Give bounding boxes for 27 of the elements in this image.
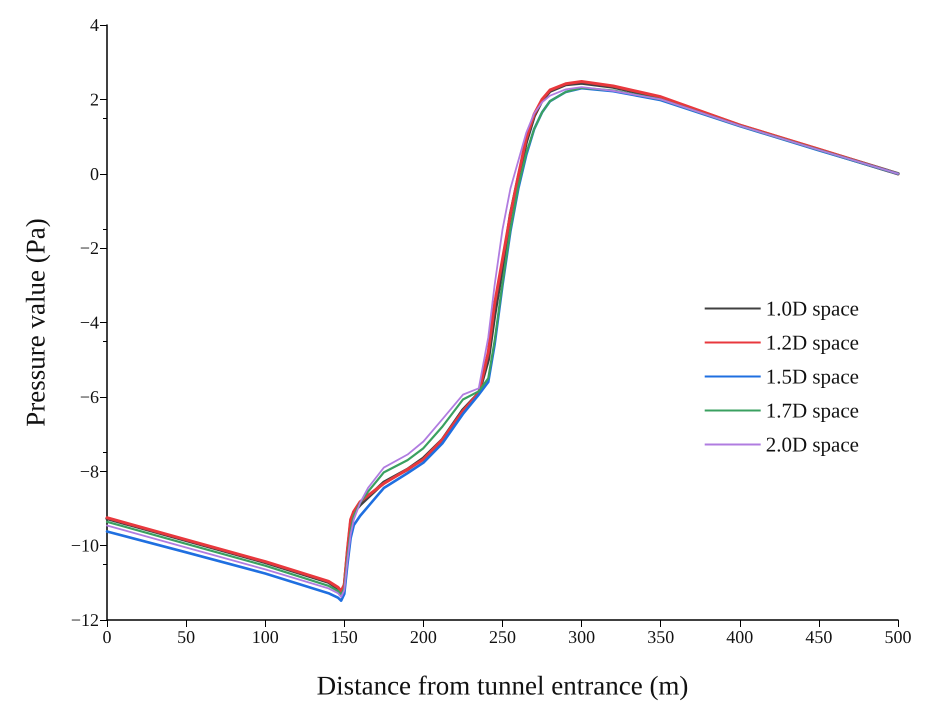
legend-label: 2.0D space xyxy=(766,432,860,456)
x-tick-label: 250 xyxy=(489,627,516,647)
y-tick-label: 4 xyxy=(90,15,99,35)
legend-label: 1.0D space xyxy=(766,296,860,320)
x-tick-label: 100 xyxy=(252,627,279,647)
y-tick-label: −2 xyxy=(80,238,99,258)
y-tick-label: −8 xyxy=(80,461,99,482)
y-tick-label: −6 xyxy=(80,386,99,407)
x-tick-label: 200 xyxy=(410,627,437,647)
y-tick-label: −10 xyxy=(70,536,99,556)
x-tick-label: 400 xyxy=(726,627,754,647)
y-tick-label: −12 xyxy=(70,610,99,630)
x-tick-label: 50 xyxy=(177,627,196,647)
x-tick-label: 350 xyxy=(647,627,674,647)
x-axis-title: Distance from tunnel entrance (m) xyxy=(316,670,688,700)
x-tick-label: 0 xyxy=(102,627,112,647)
legend-label: 1.5D space xyxy=(766,364,860,388)
x-tick-label: 450 xyxy=(805,627,832,647)
y-axis-title: Pressure value (Pa) xyxy=(20,218,50,427)
y-tick-label: −4 xyxy=(80,312,99,332)
legend-label: 1.2D space xyxy=(766,330,860,354)
y-tick-label: 0 xyxy=(90,164,99,184)
x-tick-label: 150 xyxy=(330,627,358,647)
y-tick-label: 2 xyxy=(90,89,99,110)
legend-label: 1.7D space xyxy=(766,398,860,422)
x-tick-label: 300 xyxy=(568,627,596,647)
x-tick-label: 500 xyxy=(884,627,912,647)
